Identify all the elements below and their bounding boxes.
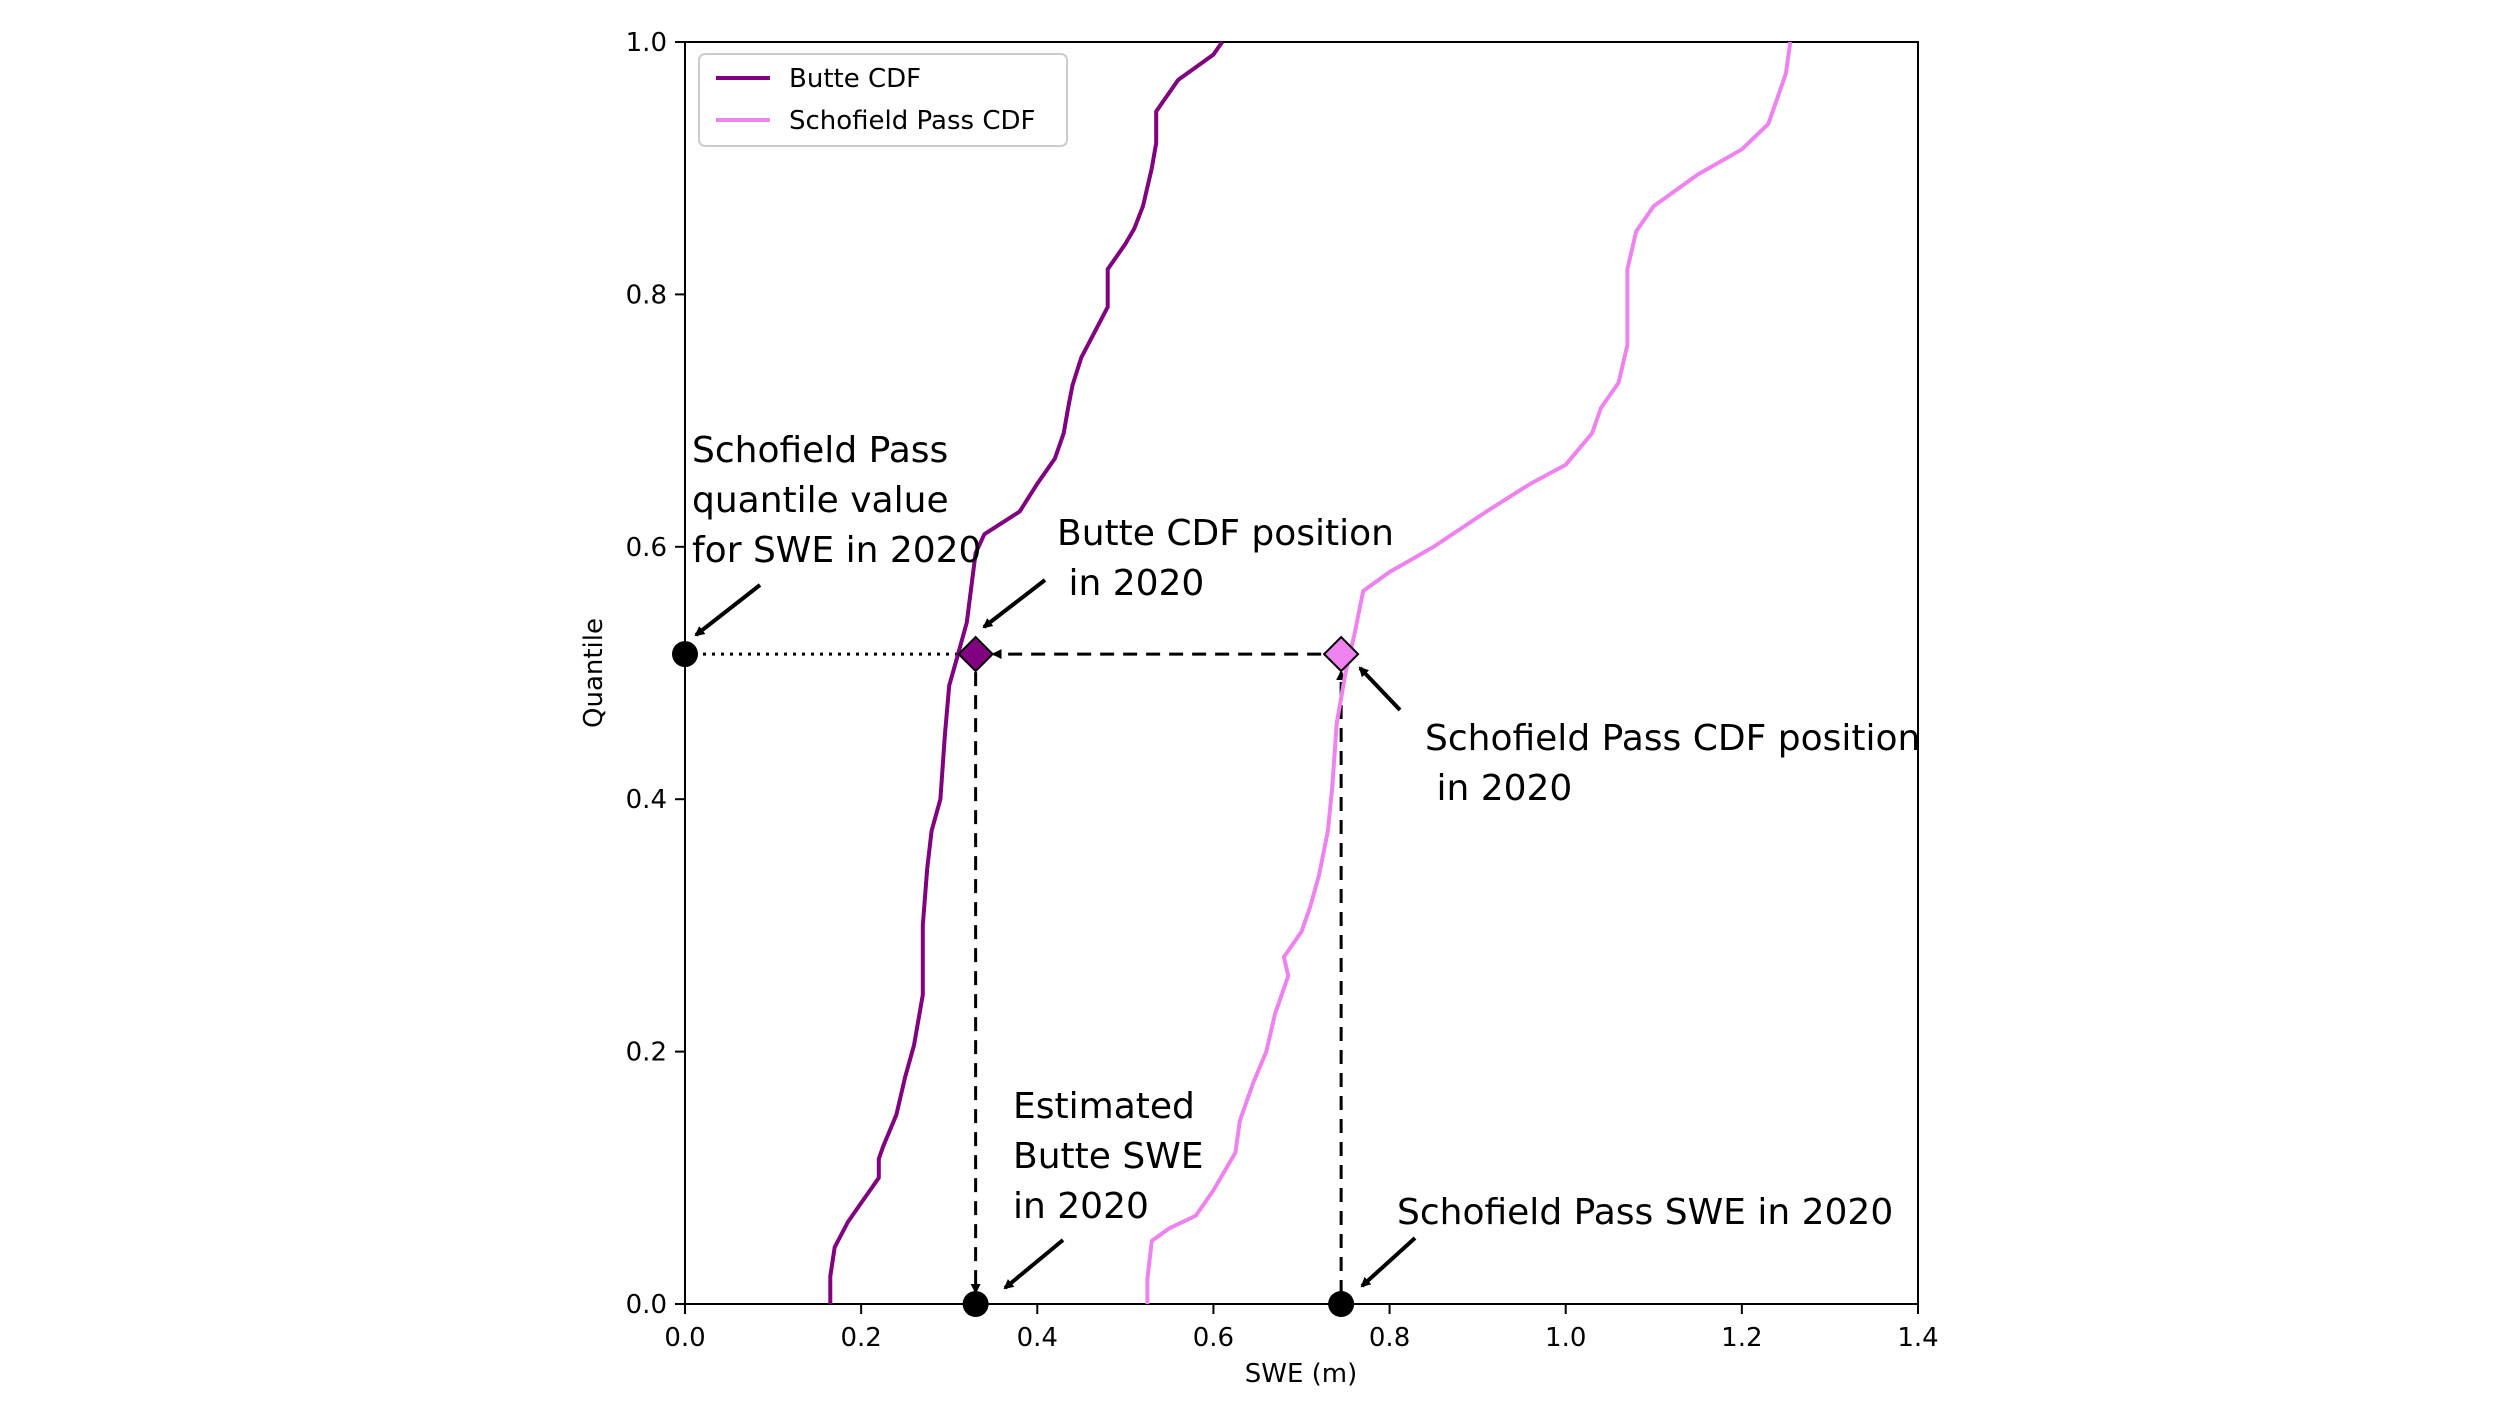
legend-label-schofield: Schofield Pass CDF (789, 106, 1035, 136)
annotation-line: Estimated (1013, 1086, 1195, 1127)
annotation-arrows (694, 578, 1417, 1290)
annotation-estimated-butte-swe: Estimated Butte SWE in 2020 (1013, 1086, 1204, 1227)
annotation-line: Schofield Pass CDF position (1425, 718, 1920, 759)
annotation-line: Schofield Pass SWE in 2020 (1397, 1192, 1893, 1233)
annotation-line: for SWE in 2020 (692, 530, 981, 571)
estimated-swe-pointer-arrow (1003, 1238, 1065, 1290)
schofield-swe-pointer-arrow (1360, 1236, 1417, 1288)
annotation-line: in 2020 (1425, 768, 1572, 809)
annotation-line: in 2020 (1013, 1186, 1149, 1227)
annotation-schofield-position: Schofield Pass CDF position in 2020 (1425, 718, 1920, 809)
series-line-schofield (1145, 41, 1793, 1304)
estimated-butte-swe-marker (962, 1291, 989, 1317)
annotation-line: Butte CDF position (1057, 513, 1394, 554)
x-tick-label: 0.8 (1369, 1323, 1410, 1353)
y-tick-label: 1.0 (626, 28, 667, 58)
annotation-schofield-swe: Schofield Pass SWE in 2020 (1397, 1192, 1893, 1233)
point-markers (672, 635, 1360, 1317)
y-tick-label: 0.0 (626, 1290, 667, 1320)
plot-area-frame (684, 41, 1919, 1305)
x-axis-label: SWE (m) (1245, 1359, 1358, 1389)
y-tick-label: 0.2 (626, 1038, 667, 1068)
annotation-schofield-quantile: Schofield Pass quantile value for SWE in 2… (692, 430, 981, 571)
annotation-line: Butte SWE (1013, 1136, 1204, 1177)
guide-lines (685, 649, 1347, 1294)
x-axis-ticks: 0.0 0.2 0.4 0.6 0.8 1.0 1.2 1.4 (664, 1304, 1939, 1353)
annotation-texts: Schofield Pass quantile value for SWE in 2… (692, 430, 1920, 1233)
x-tick-label: 1.4 (1897, 1323, 1938, 1353)
annotation-line: in 2020 (1057, 563, 1204, 604)
x-tick-label: 0.2 (840, 1323, 881, 1353)
schofield-cdf-position-marker (1322, 635, 1360, 673)
x-tick-label: 0.0 (664, 1323, 705, 1353)
butte-cdf-position-marker (957, 635, 995, 673)
quantile-pointer-arrow (694, 583, 762, 637)
butte-position-pointer-arrow (982, 578, 1047, 629)
x-tick-label: 1.2 (1721, 1323, 1762, 1353)
schofield-swe-marker (1328, 1291, 1355, 1317)
x-tick-label: 1.0 (1545, 1323, 1586, 1353)
y-axis-label: Quantile (579, 618, 609, 728)
legend-label-butte: Butte CDF (789, 64, 921, 94)
annotation-butte-position: Butte CDF position in 2020 (1057, 513, 1394, 604)
schofield-quantile-marker (672, 641, 698, 668)
annotation-line: quantile value (692, 480, 949, 521)
annotation-line: Schofield Pass (692, 430, 948, 471)
legend-box (698, 53, 1068, 147)
y-axis-ticks: 0.0 0.2 0.4 0.6 0.8 1.0 (626, 28, 685, 1320)
legend: Butte CDF Schofield Pass CDF (698, 53, 1068, 147)
series-line-butte (828, 40, 1224, 1304)
schofield-position-pointer-arrow (1358, 666, 1402, 712)
y-tick-label: 0.8 (626, 280, 667, 310)
x-tick-label: 0.4 (1017, 1323, 1058, 1353)
x-tick-label: 0.6 (1193, 1323, 1234, 1353)
y-tick-label: 0.4 (626, 785, 667, 815)
y-tick-label: 0.6 (626, 533, 667, 563)
